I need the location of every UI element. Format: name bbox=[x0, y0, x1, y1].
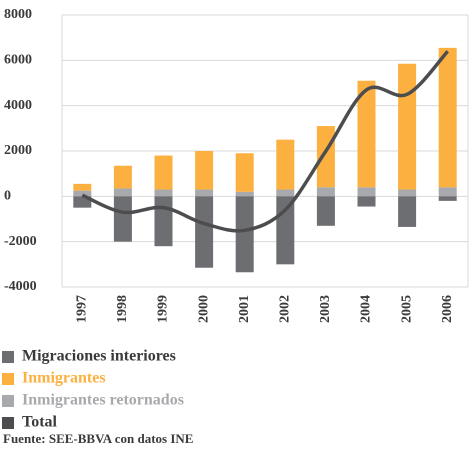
x-tick-label: 1997 bbox=[75, 295, 90, 323]
bar bbox=[235, 153, 254, 192]
bar bbox=[154, 155, 173, 190]
y-tick-label: 6000 bbox=[4, 53, 32, 68]
bar bbox=[398, 63, 417, 190]
bar bbox=[398, 189, 417, 197]
bar bbox=[195, 151, 214, 190]
legend-swatch bbox=[2, 417, 14, 429]
legend-swatch bbox=[2, 351, 14, 363]
bar bbox=[357, 80, 376, 188]
y-tick-label: 8000 bbox=[4, 7, 32, 22]
x-tick-label: 1999 bbox=[156, 295, 171, 323]
bar bbox=[276, 196, 295, 265]
x-tick-label: 2005 bbox=[399, 295, 414, 323]
bar bbox=[438, 187, 457, 197]
bar bbox=[398, 196, 417, 227]
bar bbox=[73, 196, 92, 208]
bar bbox=[235, 196, 254, 273]
legend-label: Total bbox=[22, 414, 58, 431]
x-tick-label: 2006 bbox=[440, 295, 455, 323]
bar bbox=[113, 188, 132, 197]
bar bbox=[438, 196, 457, 201]
bar bbox=[195, 189, 214, 197]
bar bbox=[276, 139, 295, 190]
bar bbox=[316, 187, 335, 197]
bar bbox=[113, 165, 132, 189]
x-tick-label: 2002 bbox=[278, 295, 293, 323]
x-tick-label: 1998 bbox=[115, 295, 130, 323]
bar bbox=[235, 191, 254, 197]
bar bbox=[154, 189, 173, 197]
legend-swatch bbox=[2, 373, 14, 385]
legend-label: Inmigrantes retornados bbox=[22, 392, 184, 409]
x-tick-label: 2003 bbox=[318, 295, 333, 323]
bar bbox=[73, 183, 92, 191]
x-tick-label: 2004 bbox=[359, 295, 374, 323]
bar bbox=[154, 196, 173, 247]
legend-label: Migraciones interiores bbox=[22, 348, 176, 365]
legend-label: Inmigrantes bbox=[22, 370, 106, 387]
bar bbox=[73, 190, 92, 197]
bar bbox=[316, 126, 335, 188]
x-tick-label: 2000 bbox=[196, 295, 211, 323]
y-tick-label: -2000 bbox=[4, 234, 37, 249]
x-tick-label: 2001 bbox=[237, 295, 252, 323]
bar bbox=[357, 187, 376, 197]
bar bbox=[195, 196, 214, 268]
y-tick-label: 0 bbox=[4, 189, 11, 204]
y-tick-label: 2000 bbox=[4, 143, 32, 158]
source: Fuente: SEE-BBVA con datos INE bbox=[3, 431, 193, 446]
line bbox=[81, 50, 450, 233]
bar bbox=[357, 196, 376, 207]
bar bbox=[113, 196, 132, 242]
y-tick-label: -4000 bbox=[4, 279, 37, 294]
bar bbox=[316, 196, 335, 226]
bar bbox=[438, 47, 457, 188]
bar bbox=[276, 189, 295, 197]
legend-swatch bbox=[2, 395, 14, 407]
y-tick-label: 4000 bbox=[4, 98, 32, 113]
